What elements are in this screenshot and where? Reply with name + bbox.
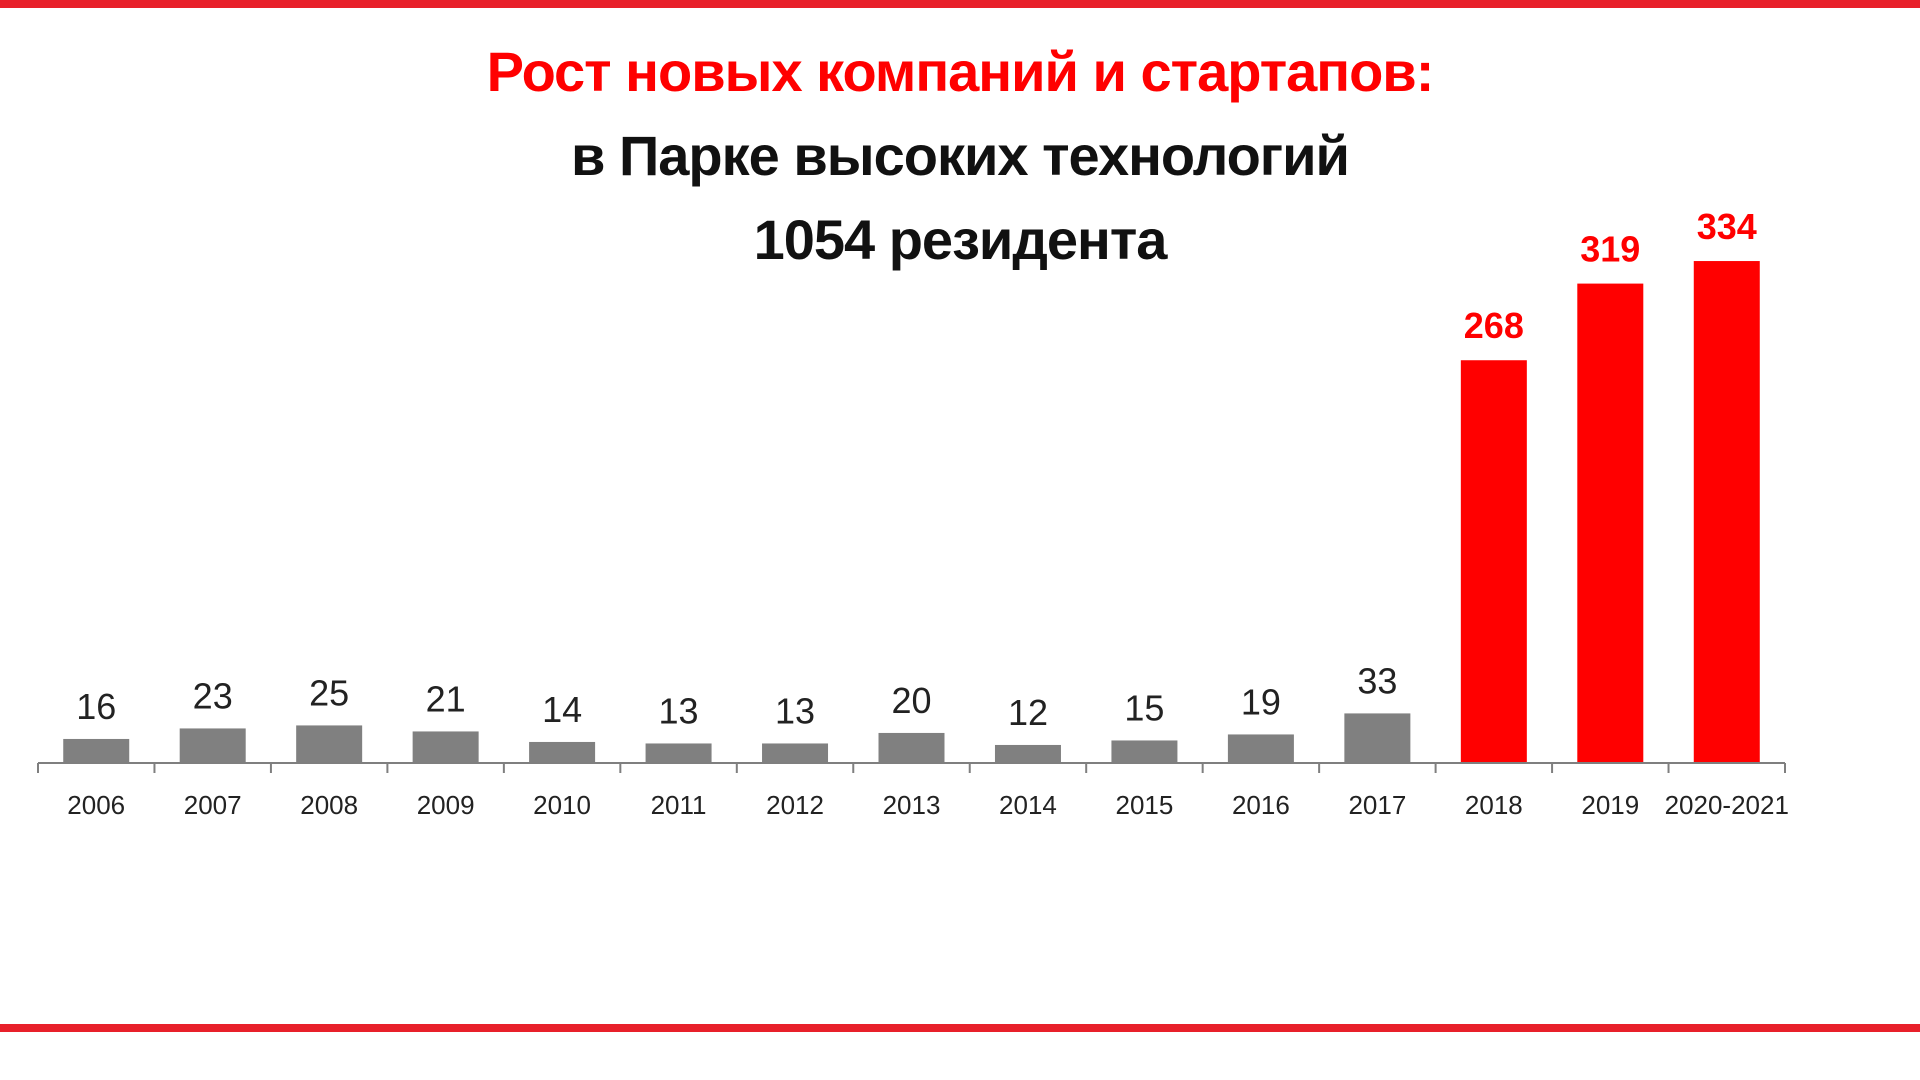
value-labels-layer: 16 23 25 21 14 13 13 20 12 15 19 33 268 319 334: [76, 206, 1757, 733]
tick-label-2016: 2016: [1232, 790, 1290, 820]
value-label-2015: 15: [1124, 687, 1164, 728]
tick-label-2006: 2006: [67, 790, 125, 820]
tick-label-2014: 2014: [999, 790, 1057, 820]
value-label-2014: 12: [1008, 692, 1048, 733]
top-red-rule: [0, 0, 1920, 8]
bar-2018: [1460, 360, 1527, 763]
value-label-2012: 13: [775, 690, 815, 731]
value-label-2011: 13: [659, 690, 699, 731]
tick-label-2013: 2013: [883, 790, 941, 820]
value-label-2008: 25: [309, 672, 349, 713]
bar-2012: [762, 743, 829, 763]
title-line-3: 1054 резидента: [753, 208, 1168, 271]
bar-2019: [1577, 283, 1644, 763]
bar-2009: [412, 731, 479, 763]
x-axis: [37, 762, 1786, 773]
tick-label-2009: 2009: [417, 790, 475, 820]
value-label-2020-2021: 334: [1697, 206, 1757, 247]
bar-2011: [645, 743, 712, 763]
tick-label-2012: 2012: [766, 790, 824, 820]
tick-label-2015: 2015: [1116, 790, 1174, 820]
bar-2014: [994, 744, 1061, 763]
value-label-2007: 23: [193, 675, 233, 716]
tick-label-2018: 2018: [1465, 790, 1523, 820]
bar-2015: [1111, 740, 1178, 763]
value-label-2019: 319: [1580, 229, 1640, 270]
value-label-2010: 14: [542, 689, 582, 730]
value-label-2016: 19: [1241, 681, 1281, 722]
bar-2020-2021: [1693, 261, 1760, 763]
bar-2006: [63, 738, 130, 763]
bars-layer: [63, 261, 1760, 763]
value-label-2018: 268: [1464, 305, 1524, 346]
chart-title: Рост новых компаний и стартапов: в Парке…: [0, 30, 1920, 282]
x-tick-labels: 2006 2007 2008 2009 2010 2011 2012 2013 2014 2015…: [67, 790, 1789, 820]
bar-2008: [296, 725, 363, 763]
title-line-1: Рост новых компаний и стартапов:: [486, 40, 1435, 103]
bar-2016: [1227, 734, 1294, 763]
value-label-2013: 20: [891, 680, 931, 721]
tick-label-2008: 2008: [300, 790, 358, 820]
tick-label-2019: 2019: [1581, 790, 1639, 820]
tick-label-2020-2021: 2020-2021: [1665, 790, 1789, 820]
bottom-red-rule: [0, 1024, 1920, 1032]
tick-label-2010: 2010: [533, 790, 591, 820]
title-line-2: в Парке высоких технологий: [571, 124, 1350, 187]
bar-2010: [529, 741, 596, 763]
bar-2017: [1344, 713, 1411, 763]
tick-label-2011: 2011: [651, 790, 707, 820]
value-label-2017: 33: [1357, 660, 1397, 701]
bar-2013: [878, 732, 945, 763]
tick-label-2017: 2017: [1348, 790, 1406, 820]
value-label-2009: 21: [426, 678, 466, 719]
bar-2007: [179, 728, 246, 763]
value-label-2006: 16: [76, 686, 116, 727]
tick-label-2007: 2007: [184, 790, 242, 820]
